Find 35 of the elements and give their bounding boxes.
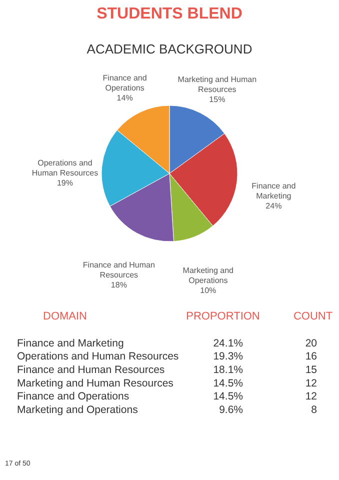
category-label: Marketing and Human Resources <box>17 377 174 390</box>
data-label: 12 <box>305 377 318 390</box>
data-label: 20 <box>305 337 318 350</box>
data-label: 10% <box>200 286 216 296</box>
chart-subtitle: ACADEMIC BACKGROUND <box>86 41 252 56</box>
data-label: 18% <box>110 280 127 290</box>
category-label: Operations and Human Resources <box>17 350 179 363</box>
data-label: 18.1% <box>213 364 243 376</box>
text: COUNT <box>293 310 333 323</box>
data-label: 19% <box>56 178 73 188</box>
data-label: 19.3% <box>213 350 243 363</box>
category-label: Marketing and Operations <box>17 404 138 416</box>
data-label: 9.6% <box>219 404 243 416</box>
slice-label: Operations and Human Resources <box>32 158 98 178</box>
data-label: 24% <box>266 202 282 211</box>
data-label: 16 <box>305 350 318 363</box>
data-label: 15 <box>305 364 318 376</box>
slice-label: Finance and Human Resources <box>82 260 155 280</box>
data-label: 12 <box>305 390 318 403</box>
chart-title: STUDENTS BLEND <box>96 5 242 22</box>
category-label: Finance and Human Resources <box>17 364 165 376</box>
data-label: 15% <box>209 94 226 104</box>
data-label: 8 <box>311 404 318 416</box>
text: DOMAIN <box>43 310 88 323</box>
data-label: 14.5% <box>213 377 243 390</box>
text: PROPORTION <box>186 310 260 323</box>
slice-label: Finance and Operations <box>102 73 147 92</box>
category-label: Finance and Marketing <box>17 337 124 350</box>
slice-label: Finance and Marketing <box>252 182 296 201</box>
slice-label: Marketing and Operations <box>182 266 234 286</box>
data-label: 14% <box>116 93 133 102</box>
data-label: 24.1% <box>213 337 243 350</box>
category-label: Finance and Operations <box>17 390 130 403</box>
data-label: 14.5% <box>213 390 243 403</box>
slice-label: Marketing and Human Resources <box>178 74 257 94</box>
